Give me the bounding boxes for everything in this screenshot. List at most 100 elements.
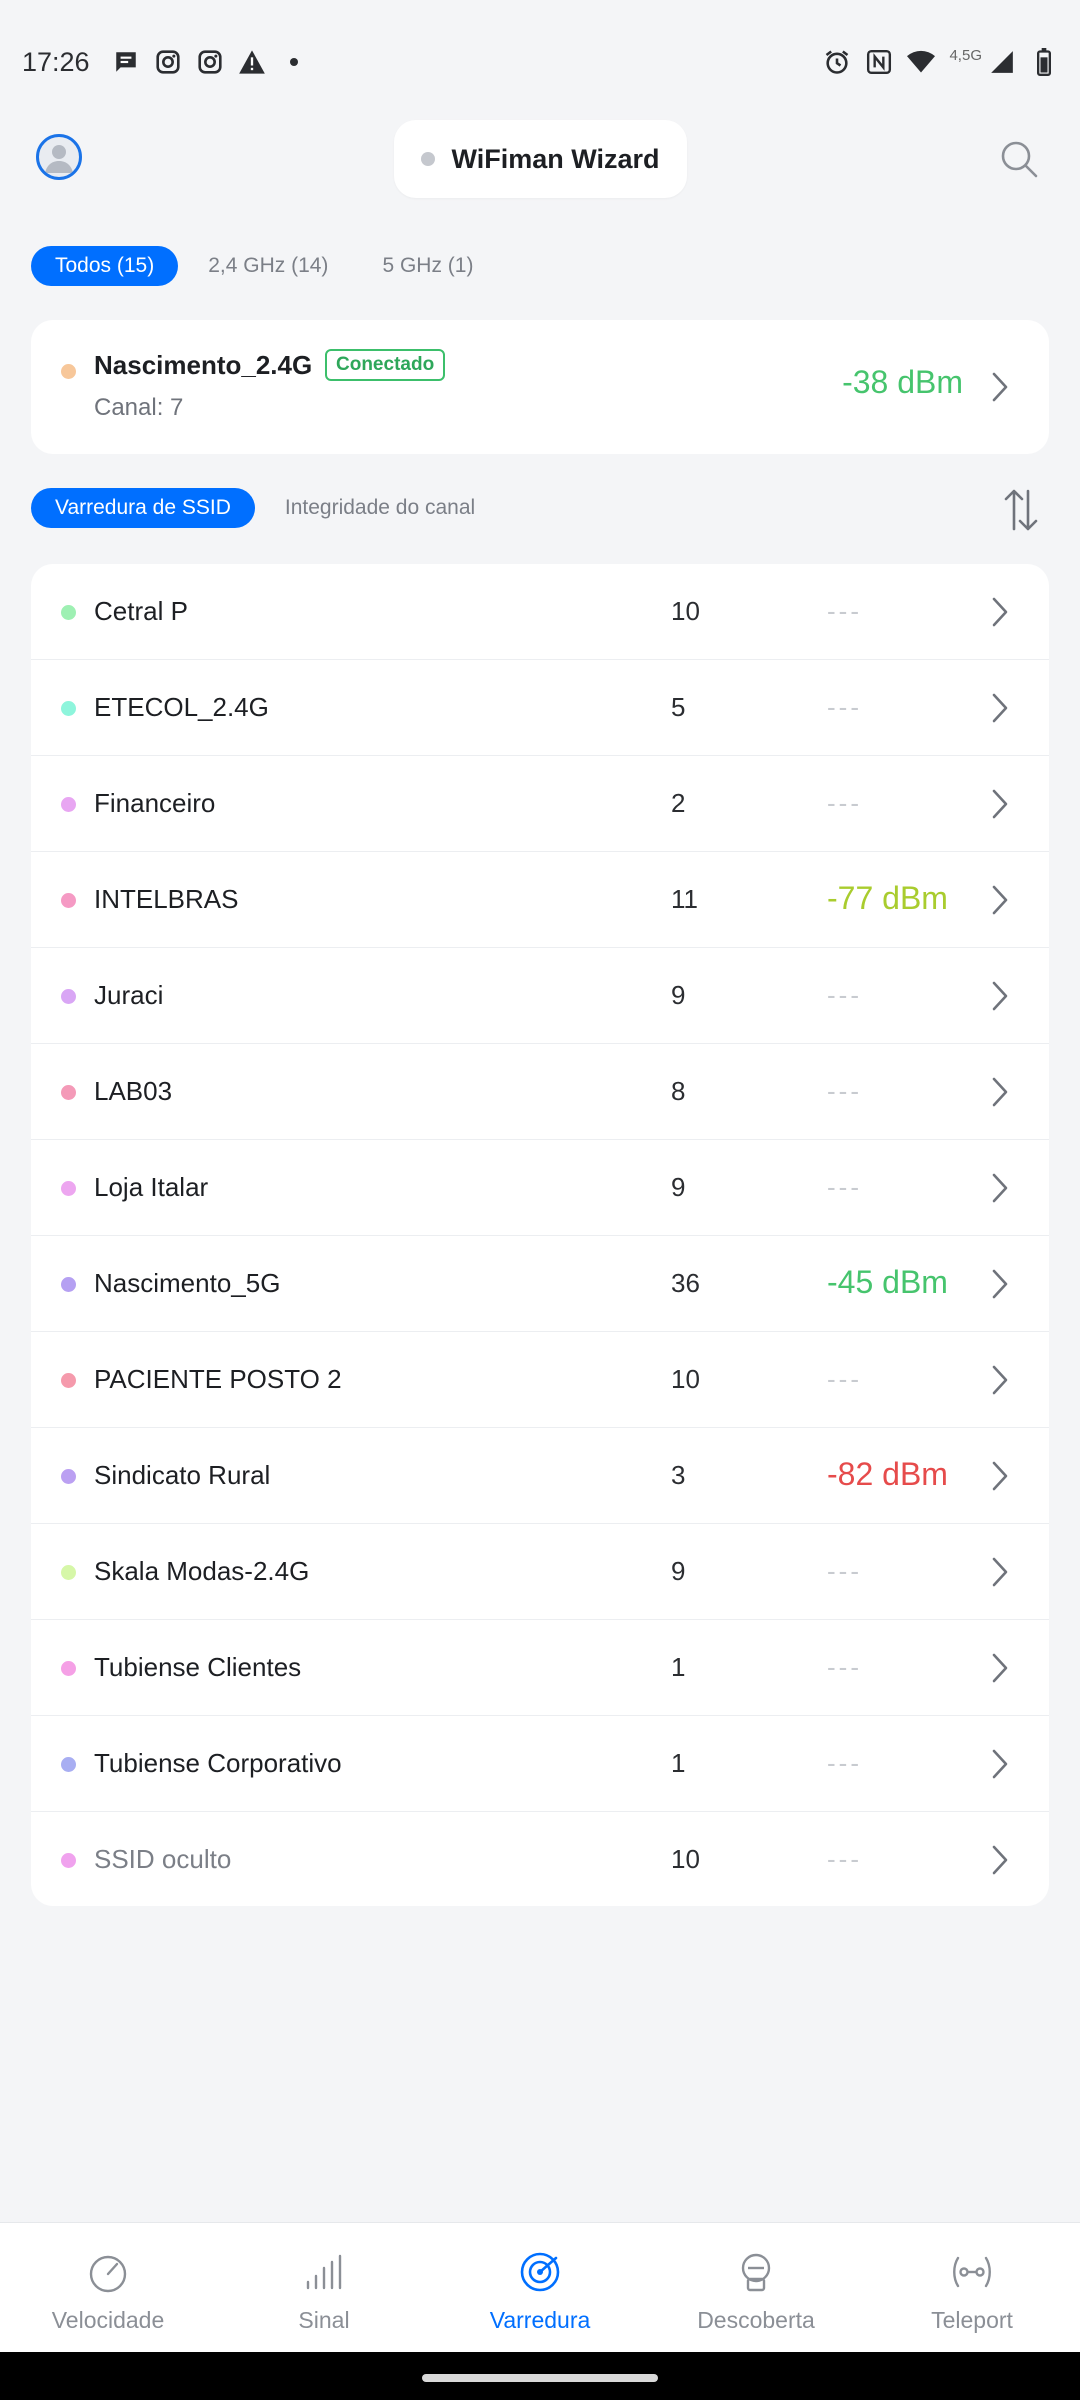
nav-discovery[interactable]: Descoberta (648, 2223, 864, 2352)
nav-teleport[interactable]: Teleport (864, 2223, 1080, 2352)
tab-ssid-scan[interactable]: Varredura de SSID (31, 488, 255, 528)
ssid-row[interactable]: Skala Modas-2.4G 9 --- (31, 1524, 1049, 1620)
warning-icon (238, 48, 266, 76)
gesture-handle[interactable] (422, 2374, 658, 2382)
nav-discovery-label: Descoberta (697, 2307, 815, 2333)
ssid-name: PACIENTE POSTO 2 (94, 1364, 342, 1394)
chat-icon (112, 48, 140, 76)
ssid-row[interactable]: Loja Italar 9 --- (31, 1140, 1049, 1236)
scan-mode-tabs: Varredura de SSID Integridade do canal (31, 488, 499, 528)
network-color-dot (61, 1757, 76, 1772)
tab-channel-health[interactable]: Integridade do canal (284, 496, 476, 519)
ssid-channel: 9 (671, 980, 686, 1010)
chevron-right-icon (987, 367, 1013, 407)
nav-speed-label: Velocidade (51, 2307, 165, 2333)
ssid-channel: 3 (671, 1460, 686, 1490)
ssid-channel: 11 (671, 884, 698, 914)
network-color-dot (61, 1565, 76, 1580)
ssid-name: Juraci (94, 980, 164, 1010)
chevron-right-icon (987, 1840, 1013, 1880)
chevron-right-icon (987, 1648, 1013, 1688)
ssid-signal: -45 dBm (827, 1264, 948, 1300)
nav-scan[interactable]: Varredura (432, 2223, 648, 2352)
ssid-row[interactable]: LAB03 8 --- (31, 1044, 1049, 1140)
nav-speed[interactable]: Velocidade (0, 2223, 216, 2352)
tab-all[interactable]: Todos (15) (31, 246, 179, 286)
user-avatar-icon[interactable] (36, 134, 82, 180)
wizard-button[interactable]: WiFiman Wizard (394, 120, 687, 198)
connected-network-name: Nascimento_2.4G (94, 350, 313, 380)
ssid-signal: --- (827, 1844, 862, 1874)
status-system-icons: 4,5G (823, 46, 1058, 76)
ssid-name: SSID oculto (94, 1844, 232, 1874)
ssid-signal: --- (827, 1364, 862, 1394)
ssid-channel: 1 (671, 1652, 686, 1682)
ssid-signal: --- (827, 1652, 862, 1682)
cellular-icon (988, 48, 1016, 76)
chevron-right-icon (987, 880, 1013, 920)
network-color-dot (61, 1469, 76, 1484)
network-color-dot (61, 893, 76, 908)
wifi-icon (907, 48, 936, 76)
ssid-signal: --- (827, 1748, 862, 1778)
system-gesture-area (0, 2352, 1080, 2400)
battery-icon (1030, 48, 1058, 76)
discovery-icon (733, 2249, 779, 2295)
ssid-row[interactable]: Financeiro 2 --- (31, 756, 1049, 852)
ssid-row[interactable]: Tubiense Corporativo 1 --- (31, 1716, 1049, 1812)
network-color-dot (61, 364, 76, 379)
ssid-channel: 1 (671, 1748, 686, 1778)
ssid-row[interactable]: Sindicato Rural 3 -82 dBm (31, 1428, 1049, 1524)
ssid-row[interactable]: Tubiense Clientes 1 --- (31, 1620, 1049, 1716)
ssid-signal: --- (827, 980, 862, 1010)
tab-2-4ghz[interactable]: 2,4 GHz (14) (208, 254, 329, 277)
status-notification-icons (112, 48, 308, 76)
ssid-name: ETECOL_2.4G (94, 692, 269, 722)
wizard-status-dot (421, 152, 436, 166)
ssid-signal: -82 dBm (827, 1456, 948, 1492)
network-color-dot (61, 1277, 76, 1292)
alarm-icon (823, 48, 851, 76)
band-filter-tabs: Todos (15) 2,4 GHz (14) 5 GHz (1) (31, 246, 497, 286)
nav-signal[interactable]: Sinal (216, 2223, 432, 2352)
network-type-label: 4,5G (949, 46, 982, 64)
chevron-right-icon (987, 1264, 1013, 1304)
radar-icon (517, 2249, 563, 2295)
ssid-signal: --- (827, 1076, 862, 1106)
chevron-right-icon (987, 1744, 1013, 1784)
ssid-signal: --- (827, 692, 862, 722)
network-color-dot (61, 797, 76, 812)
status-bar: 17:26 4,5G (0, 0, 1080, 124)
ssid-name: Skala Modas-2.4G (94, 1556, 310, 1586)
ssid-row[interactable]: INTELBRAS 11 -77 dBm (31, 852, 1049, 948)
ssid-channel: 5 (671, 692, 686, 722)
ssid-channel: 10 (671, 1844, 700, 1874)
network-color-dot (61, 1373, 76, 1388)
ssid-row[interactable]: Cetral P 10 --- (31, 564, 1049, 660)
ssid-signal: --- (827, 1172, 862, 1202)
ssid-signal: --- (827, 596, 862, 626)
app-header: WiFiman Wizard (0, 120, 1080, 200)
chevron-right-icon (987, 1168, 1013, 1208)
ssid-name: Loja Italar (94, 1172, 209, 1202)
status-time: 17:26 (22, 46, 90, 77)
ssid-row[interactable]: SSID oculto 10 --- (31, 1812, 1049, 1906)
nav-teleport-label: Teleport (931, 2307, 1013, 2333)
wizard-title: WiFiman Wizard (451, 143, 660, 174)
ssid-signal: --- (827, 788, 862, 818)
sort-icon[interactable] (998, 484, 1044, 536)
ssid-row[interactable]: Juraci 9 --- (31, 948, 1049, 1044)
ssid-row[interactable]: PACIENTE POSTO 2 10 --- (31, 1332, 1049, 1428)
tab-5ghz[interactable]: 5 GHz (1) (382, 254, 474, 277)
ssid-list: Cetral P 10 --- ETECOL_2.4G 5 --- Financeiro 2 -… (31, 564, 1049, 1906)
ssid-row[interactable]: ETECOL_2.4G 5 --- (31, 660, 1049, 756)
chevron-right-icon (987, 1552, 1013, 1592)
ssid-channel: 10 (671, 596, 700, 626)
chevron-right-icon (987, 1072, 1013, 1112)
ssid-name: Sindicato Rural (94, 1460, 271, 1490)
ssid-row[interactable]: Nascimento_5G 36 -45 dBm (31, 1236, 1049, 1332)
search-icon[interactable] (996, 136, 1042, 182)
connected-network-card[interactable]: Nascimento_2.4G Conectado Canal: 7 -38 d… (31, 320, 1049, 454)
ssid-name: Nascimento_5G (94, 1268, 281, 1298)
teleport-icon (949, 2249, 995, 2295)
